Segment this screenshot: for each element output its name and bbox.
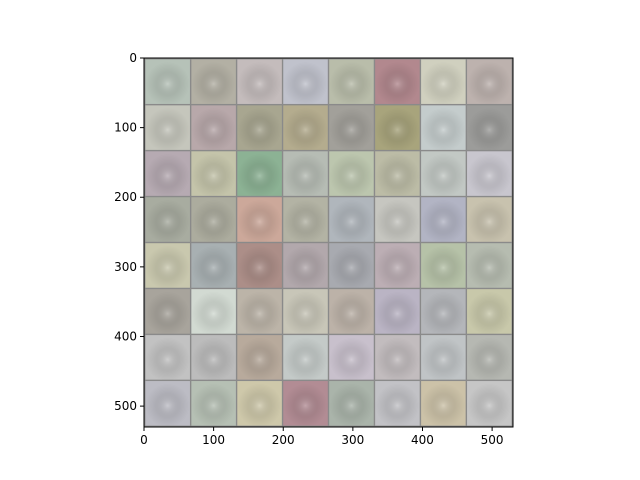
image-tile-shading bbox=[145, 335, 190, 380]
image-tile-shading bbox=[467, 335, 512, 380]
image-tile-shading bbox=[329, 335, 374, 380]
image-tile-shading bbox=[283, 151, 328, 196]
image-tile-shading bbox=[191, 335, 236, 380]
image-tile-shading bbox=[329, 151, 374, 196]
image-tile-shading bbox=[283, 59, 328, 104]
image-tile-shading bbox=[237, 151, 282, 196]
image-tile-shading bbox=[283, 289, 328, 334]
image-tile-shading bbox=[237, 381, 282, 426]
y-tick-label: 200 bbox=[114, 190, 137, 204]
y-tick-label: 100 bbox=[114, 121, 137, 135]
image-tile-shading bbox=[191, 289, 236, 334]
image-tile-shading bbox=[329, 59, 374, 104]
image-tile-shading bbox=[237, 59, 282, 104]
image-tile-shading bbox=[421, 59, 466, 104]
image-tile-shading bbox=[237, 243, 282, 288]
image-tile-shading bbox=[237, 289, 282, 334]
image-tile-shading bbox=[421, 197, 466, 242]
image-tile-shading bbox=[375, 243, 420, 288]
image-tile-shading bbox=[145, 105, 190, 150]
image-tile-shading bbox=[191, 59, 236, 104]
tile-grid bbox=[144, 58, 513, 427]
image-tile-shading bbox=[375, 59, 420, 104]
image-tile-shading bbox=[375, 289, 420, 334]
image-tile-shading bbox=[145, 381, 190, 426]
image-tile-shading bbox=[145, 197, 190, 242]
image-tile-shading bbox=[145, 151, 190, 196]
x-tick-label: 200 bbox=[272, 433, 295, 447]
image-tile-shading bbox=[191, 197, 236, 242]
image-tile-shading bbox=[283, 335, 328, 380]
image-tile-shading bbox=[467, 243, 512, 288]
image-tile-shading bbox=[237, 335, 282, 380]
image-tile-shading bbox=[467, 381, 512, 426]
image-tile-shading bbox=[421, 243, 466, 288]
image-tile-shading bbox=[421, 151, 466, 196]
image-tile-shading bbox=[283, 243, 328, 288]
image-tile-shading bbox=[329, 105, 374, 150]
image-tile-shading bbox=[375, 335, 420, 380]
image-tile-shading bbox=[191, 381, 236, 426]
image-tile-shading bbox=[329, 243, 374, 288]
y-tick-label: 500 bbox=[114, 399, 137, 413]
x-tick-label: 500 bbox=[481, 433, 504, 447]
image-tile-shading bbox=[421, 105, 466, 150]
image-tile-shading bbox=[421, 289, 466, 334]
image-tile-shading bbox=[467, 289, 512, 334]
y-tick-label: 300 bbox=[114, 260, 137, 274]
image-tile-shading bbox=[145, 289, 190, 334]
x-tick-label: 100 bbox=[202, 433, 225, 447]
image-tile-shading bbox=[467, 151, 512, 196]
image-tile-shading bbox=[421, 335, 466, 380]
image-tile-shading bbox=[375, 197, 420, 242]
image-tile-shading bbox=[145, 243, 190, 288]
image-tile-shading bbox=[191, 243, 236, 288]
image-tile-shading bbox=[283, 105, 328, 150]
image-tile-shading bbox=[375, 381, 420, 426]
x-tick-label: 400 bbox=[411, 433, 434, 447]
image-tile-shading bbox=[191, 151, 236, 196]
image-tile-shading bbox=[191, 105, 236, 150]
image-tile-shading bbox=[467, 197, 512, 242]
x-tick-label: 300 bbox=[341, 433, 364, 447]
image-tile-shading bbox=[283, 381, 328, 426]
image-tile-shading bbox=[467, 105, 512, 150]
image-tile-shading bbox=[375, 151, 420, 196]
image-tile-shading bbox=[237, 105, 282, 150]
image-tile-shading bbox=[375, 105, 420, 150]
image-tile-shading bbox=[329, 289, 374, 334]
y-tick-label: 400 bbox=[114, 329, 137, 343]
image-tile-shading bbox=[329, 197, 374, 242]
y-tick-label: 0 bbox=[129, 51, 137, 65]
axes: 0 100 200 300 400 500 0 100 200 300 400 500 bbox=[114, 51, 514, 447]
axes-frame bbox=[143, 57, 514, 428]
image-tile-shading bbox=[421, 381, 466, 426]
image-tile-shading bbox=[329, 381, 374, 426]
image-tile-shading bbox=[467, 59, 512, 104]
image-tile-shading bbox=[237, 197, 282, 242]
x-tick-label: 0 bbox=[140, 433, 148, 447]
image-tile-shading bbox=[145, 59, 190, 104]
image-tile-shading bbox=[283, 197, 328, 242]
